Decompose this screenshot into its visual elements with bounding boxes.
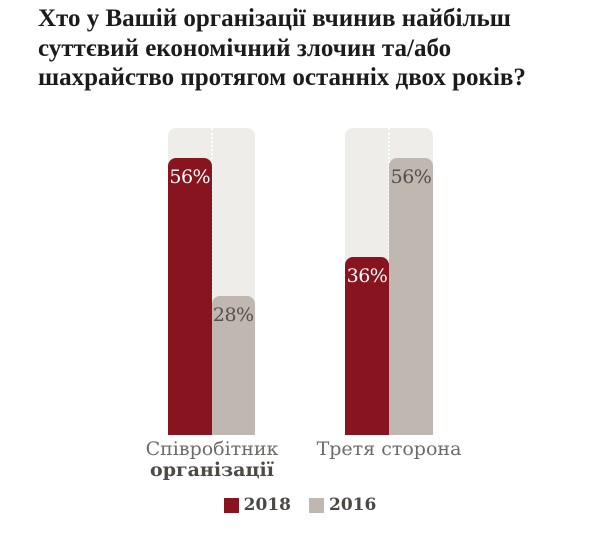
category-label-line1: Співробітник bbox=[145, 438, 279, 460]
legend-item-2016: 2016 bbox=[309, 495, 376, 515]
legend-label-2018: 2018 bbox=[243, 495, 291, 515]
category-label-line2: організації bbox=[150, 459, 274, 482]
track-divider-dotted-line bbox=[210, 128, 213, 435]
legend-swatch-2018 bbox=[223, 497, 239, 513]
bar-value-label-2016-employee: 28% bbox=[212, 304, 254, 327]
legend-swatch-2016 bbox=[309, 497, 324, 513]
bar-value-label-2018-third-party: 36% bbox=[346, 264, 388, 287]
category-label-line1: Третя сторона bbox=[316, 438, 462, 460]
bar-2016-employee: 28% bbox=[211, 296, 255, 435]
bar-2018-third-party: 36% bbox=[345, 256, 389, 435]
bar-value-label-2016-third-party: 56% bbox=[390, 165, 432, 188]
chart-legend: 2018 2016 bbox=[0, 495, 600, 515]
bar-value-label-2018-employee: 56% bbox=[169, 165, 211, 188]
category-label-employee: Співробітник організації bbox=[122, 438, 302, 482]
legend-item-2018: 2018 bbox=[223, 495, 291, 515]
bar-group-third-party: 36% 56% bbox=[345, 128, 433, 435]
bar-2018-employee: 56% bbox=[168, 157, 212, 435]
bar-2016-third-party: 56% bbox=[389, 157, 433, 435]
chart-title: Хто у Вашій організації вчинив найбільш … bbox=[38, 5, 526, 91]
legend-label-2016: 2016 bbox=[329, 495, 377, 515]
category-label-third-party: Третя сторона bbox=[299, 438, 479, 460]
bar-group-employee: 56% 28% bbox=[168, 128, 255, 435]
